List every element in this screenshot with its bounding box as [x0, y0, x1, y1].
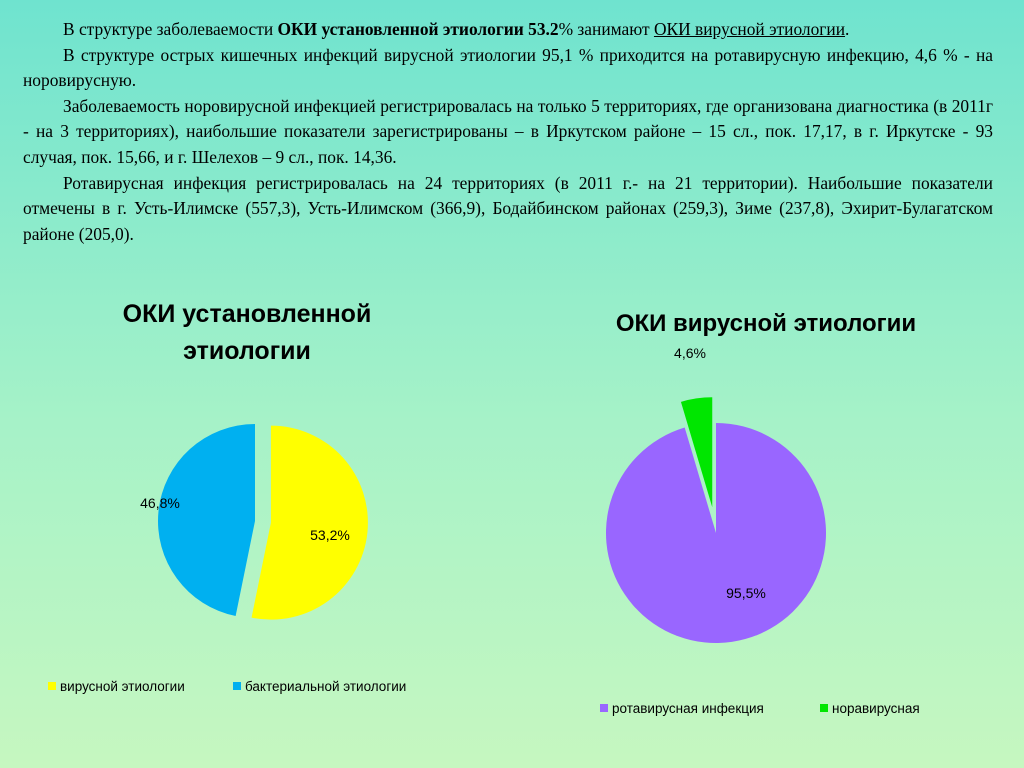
paragraph-2: В структуре острых кишечных инфекций вир… [23, 44, 993, 91]
chart-1-legend-label-1: вирусной этиологии [60, 679, 185, 694]
p1-text-c: % занимают [558, 19, 654, 39]
chart-2-legend-label-1: ротавирусная инфекция [612, 701, 764, 716]
paragraph-1: В структуре заболеваемости ОКИ установле… [23, 17, 993, 43]
chart-1-legend-label-2: бактериальной этиологии [245, 679, 406, 694]
chart-1-slice-2 [158, 424, 255, 617]
paragraph-3: Заболеваемость норовирусной инфекцией ре… [23, 95, 993, 167]
chart-2-slice-1 [606, 423, 826, 643]
p1-text-e: . [845, 19, 850, 39]
chart-2-legend-label-2: норавирусная [832, 701, 920, 716]
chart-1-legend-swatch-2 [233, 682, 241, 690]
chart-1-data-label-1: 53,2% [310, 527, 350, 543]
p1-text-underlined: ОКИ вирусной этиологии [653, 19, 846, 39]
chart-2-data-label-1: 95,5% [726, 585, 766, 601]
paragraph-4: Ротавирусная инфекция регистрировалась н… [23, 172, 993, 244]
chart-1-title-line-1: ОКИ установленной [123, 300, 372, 328]
text-block: В структуре заболеваемости ОКИ установле… [23, 17, 993, 247]
chart-2-data-label-2: 4,6% [674, 345, 706, 361]
p1-text-bold: ОКИ установленной этиологии 53.2 [277, 19, 559, 39]
chart-2-title-line-1: ОКИ вирусной этиологии [616, 310, 916, 337]
chart-2-legend-swatch-1 [600, 704, 608, 712]
p1-text-a: В структуре заболеваемости [63, 19, 278, 39]
chart-2-legend-swatch-2 [820, 704, 828, 712]
chart-1-slice-1 [251, 425, 368, 620]
chart-2-slice-2 [680, 397, 713, 508]
chart-1-title-line-2: этиологии [183, 337, 311, 365]
chart-1-data-label-2: 46,8% [140, 495, 180, 511]
chart-1-legend-swatch-1 [48, 682, 56, 690]
